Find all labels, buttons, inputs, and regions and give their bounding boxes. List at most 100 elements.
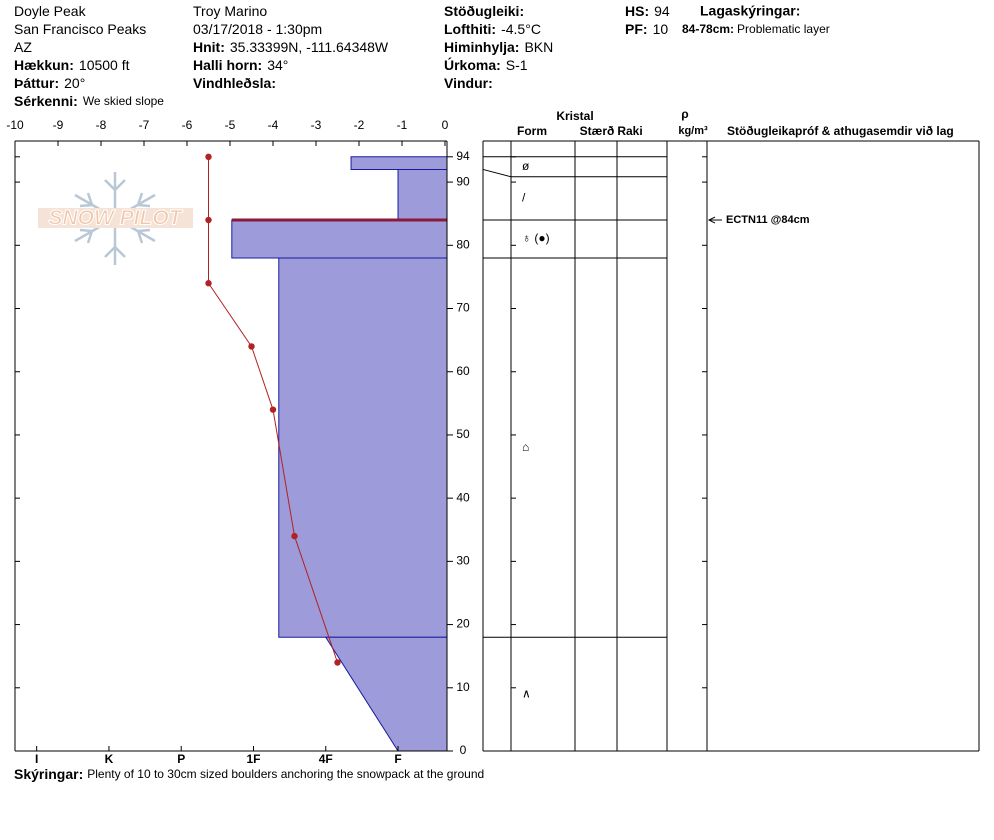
header-field: Vindhleðsla: xyxy=(193,75,276,91)
footer-value: Plenty of 10 to 30cm sized boulders anch… xyxy=(87,767,484,781)
column-header: Form xyxy=(517,124,547,138)
field-value: San Francisco Peaks xyxy=(14,21,146,37)
field-label: Stöðugleiki: xyxy=(444,3,524,19)
comments-header: Stöðugleikapróf & athugasemdir við lag xyxy=(727,124,954,138)
h-tick-label: 4F xyxy=(319,752,333,766)
temperature-point xyxy=(334,659,341,666)
header-field: San Francisco Peaks xyxy=(14,21,146,37)
temperature-point xyxy=(205,216,212,224)
h-tick-label: 1F xyxy=(246,752,260,766)
header-field: PF: 10 xyxy=(625,21,668,37)
legend-value: Problematic layer xyxy=(737,22,830,36)
grain-form: ø xyxy=(522,159,530,173)
y-tick-label: 20 xyxy=(456,617,470,631)
y-tick-label: 90 xyxy=(456,174,470,188)
temperature-point xyxy=(248,343,255,350)
field-label: Vindur: xyxy=(444,75,493,91)
header-field: Stöðugleiki: xyxy=(444,3,524,19)
h-tick-label: P xyxy=(177,752,185,766)
footer-label: Skýringar: xyxy=(14,766,83,782)
field-label: PF: xyxy=(625,21,648,37)
y-tick-label: 70 xyxy=(456,301,470,315)
field-label: Himinhylja: xyxy=(444,39,519,55)
logo: SNOW PILOT xyxy=(38,172,193,265)
header-field: Sérkenni: We skied slope xyxy=(14,93,164,109)
header-field: Himinhylja: BKN xyxy=(444,39,553,55)
x-tick-label: 0 xyxy=(442,118,449,132)
field-value: Doyle Peak xyxy=(14,3,87,19)
logo-text: SNOW PILOT xyxy=(49,207,184,230)
field-value: 34° xyxy=(267,57,288,73)
hardness-layer xyxy=(231,219,448,259)
y-tick-label: 94 xyxy=(456,149,470,163)
temperature-point xyxy=(269,406,277,413)
x-tick-label: -4 xyxy=(268,118,279,132)
field-value: 94 xyxy=(654,3,670,19)
h-tick-label: K xyxy=(105,752,114,766)
density-unit: kg/m³ xyxy=(678,125,708,137)
field-label: Sérkenni: xyxy=(14,93,78,109)
header-field: AZ xyxy=(14,39,32,55)
field-value: 10 xyxy=(653,21,669,37)
field-label: Vindhleðsla: xyxy=(193,75,276,91)
temperature-point xyxy=(205,280,212,287)
field-value: 20° xyxy=(64,75,85,91)
field-value: We skied slope xyxy=(83,94,164,108)
y-tick-label: 60 xyxy=(456,364,470,378)
x-tick-label: -6 xyxy=(182,118,193,132)
legend-label: 84-78cm: xyxy=(682,22,734,36)
header-field: Hnit: 35.33399N, -111.64348W xyxy=(193,39,389,55)
header-field: Halli horn: 34° xyxy=(193,57,288,73)
field-value: BKN xyxy=(524,39,553,55)
y-tick-label: 0 xyxy=(460,743,467,757)
field-label: Halli horn: xyxy=(193,57,262,73)
x-tick-label: -10 xyxy=(6,118,24,132)
header-field: HS: 94 xyxy=(625,3,670,19)
hardness-layer xyxy=(397,168,448,221)
density-symbol: ρ xyxy=(681,107,688,121)
field-value: -4.5°C xyxy=(501,21,541,37)
hardness-layer xyxy=(278,257,448,638)
field-value: S-1 xyxy=(506,57,528,73)
field-label: Lofthiti: xyxy=(444,21,496,37)
y-tick-label: 40 xyxy=(456,490,470,504)
x-tick-label: -5 xyxy=(225,118,236,132)
y-tick-label: 50 xyxy=(456,427,470,441)
header-field: Hækkun: 10500 ft xyxy=(14,57,130,73)
y-tick-label: 80 xyxy=(456,237,470,251)
grain-form: / xyxy=(522,191,526,205)
footer: Skýringar: Plenty of 10 to 30cm sized bou… xyxy=(14,766,484,782)
temperature-point xyxy=(205,153,212,161)
x-tick-label: -3 xyxy=(311,118,322,132)
row-connector xyxy=(482,168,512,178)
header-field: Troy Marino xyxy=(193,3,267,19)
temperature-point xyxy=(291,532,298,540)
y-tick-label: 10 xyxy=(456,680,470,694)
header-field: Úrkoma: S-1 xyxy=(444,56,528,73)
hardness-layer xyxy=(350,156,448,170)
column-header: Stærð xyxy=(580,124,615,138)
header-field: Vindur: xyxy=(444,75,493,91)
y-tick-label: 30 xyxy=(456,554,470,568)
grain-form: ⌂ xyxy=(522,440,529,454)
test-arrowhead xyxy=(707,216,716,224)
header-field: Lofthiti: -4.5°C xyxy=(444,21,541,37)
field-value: 03/17/2018 - 1:30pm xyxy=(193,21,322,37)
grain-form: ∧ xyxy=(522,686,531,700)
x-tick-label: -2 xyxy=(354,118,365,132)
x-tick-label: -1 xyxy=(397,118,408,132)
x-tick-label: -7 xyxy=(139,118,150,132)
column-header: Raki xyxy=(617,124,642,138)
header-field: Þáttur: 20° xyxy=(14,75,85,91)
field-label: Úrkoma: xyxy=(444,56,501,73)
header-field: 03/17/2018 - 1:30pm xyxy=(193,21,322,37)
test-text: ECTN11 @84cm xyxy=(726,214,810,226)
field-value: AZ xyxy=(14,39,32,55)
x-tick-label: -8 xyxy=(96,118,107,132)
field-value: 35.33399N, -111.64348W xyxy=(230,39,389,55)
field-value: 10500 ft xyxy=(79,57,130,73)
hardness-layer xyxy=(324,636,448,752)
h-tick-label: F xyxy=(394,752,401,766)
